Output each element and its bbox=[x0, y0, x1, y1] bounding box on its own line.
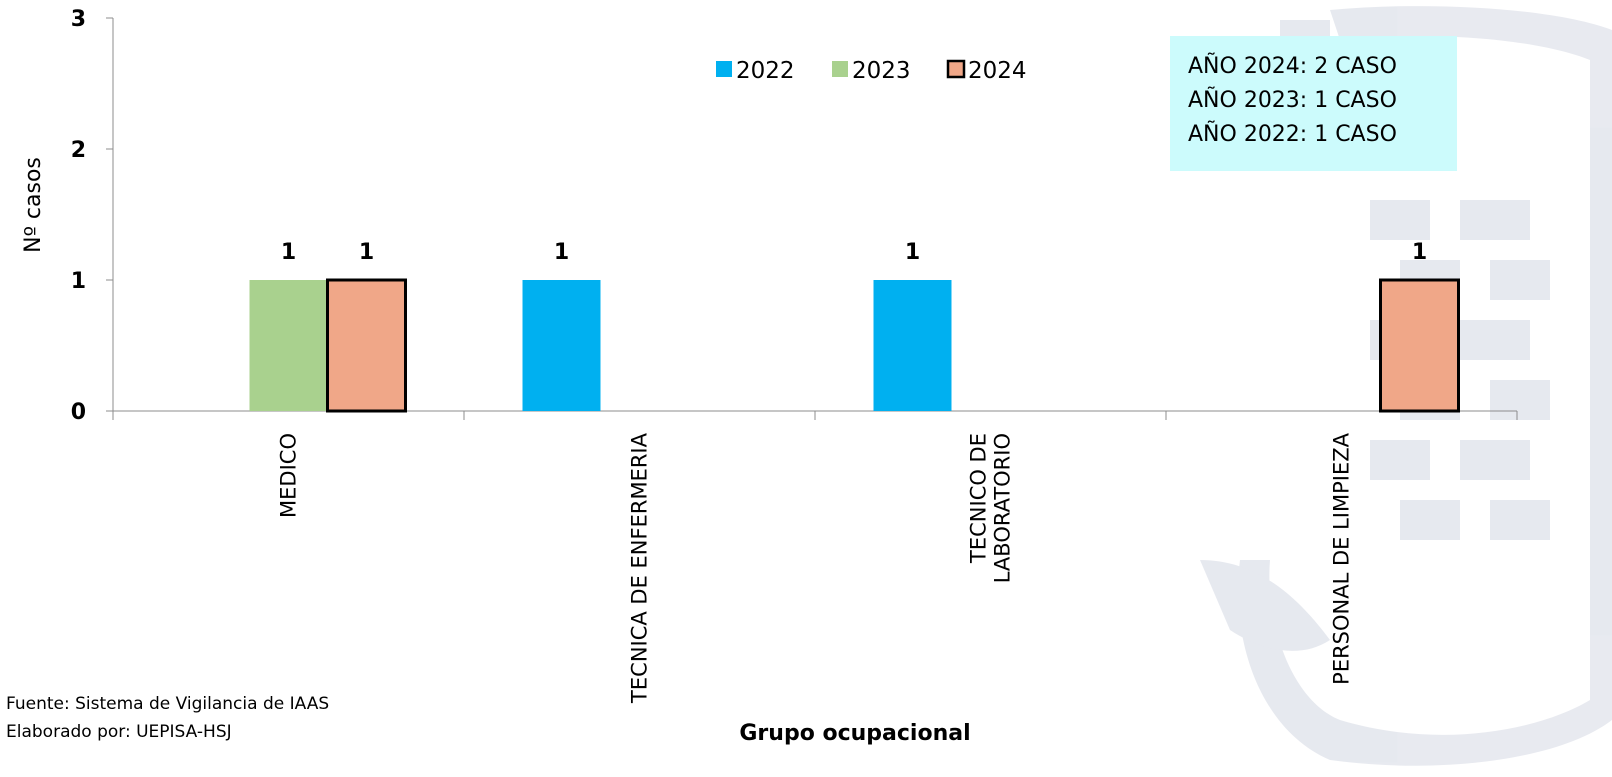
data-label: 1 bbox=[359, 240, 374, 265]
y-axis-title: Nº casos bbox=[21, 157, 46, 253]
axes: 0 1 2 3 Nº casos Grupo ocupacional bbox=[21, 7, 1518, 746]
x-tick-label: MEDICO bbox=[277, 433, 301, 518]
data-label: 1 bbox=[281, 240, 296, 265]
annotation-box: AÑO 2024: 2 CASO AÑO 2023: 1 CASO AÑO 20… bbox=[1170, 36, 1457, 171]
bars bbox=[249, 278, 1460, 413]
y-tick-label: 0 bbox=[71, 400, 86, 425]
bar-2022 bbox=[873, 280, 952, 411]
x-tick-label: TECNICO DE bbox=[967, 433, 991, 564]
annotation-line: AÑO 2024: 2 CASO bbox=[1188, 54, 1397, 79]
source-text: Fuente: Sistema de Vigilancia de IAAS bbox=[6, 694, 330, 714]
bar-2024 bbox=[1379, 278, 1460, 413]
x-tick-label: TECNICA DE ENFERMERIA bbox=[628, 432, 652, 704]
annotation-line: AÑO 2023: 1 CASO bbox=[1188, 88, 1397, 113]
bar-2023 bbox=[249, 280, 328, 411]
legend-swatch bbox=[716, 61, 732, 77]
y-tick-label: 2 bbox=[71, 138, 86, 163]
y-tick-label: 3 bbox=[71, 7, 86, 32]
source-note: Fuente: Sistema de Vigilancia de IAAS El… bbox=[6, 690, 329, 746]
bar-2024 bbox=[326, 278, 407, 413]
data-label: 1 bbox=[554, 240, 569, 265]
y-tick-label: 1 bbox=[71, 269, 86, 294]
x-axis-title: Grupo ocupacional bbox=[739, 721, 970, 746]
annotation-line: AÑO 2022: 1 CASO bbox=[1188, 122, 1397, 147]
labels: 1 1 MEDICO 1 TECNICA DE ENFERMERIA 1 TECNICO D… bbox=[277, 240, 1428, 704]
legend-label: 2023 bbox=[852, 58, 911, 84]
x-tick-label: PERSONAL DE LIMPIEZA bbox=[1330, 432, 1354, 684]
bar-2022 bbox=[522, 280, 601, 411]
legend-swatch bbox=[832, 61, 848, 77]
legend: 2022 2023 2024 bbox=[716, 58, 1027, 84]
legend-label: 2022 bbox=[736, 58, 795, 84]
legend-swatch bbox=[946, 59, 966, 79]
author-text: Elaborado por: UEPISA-HSJ bbox=[6, 722, 232, 742]
legend-label: 2024 bbox=[968, 58, 1027, 84]
data-label: 1 bbox=[905, 240, 920, 265]
x-tick-label: LABORATORIO bbox=[991, 433, 1015, 583]
data-label: 1 bbox=[1412, 240, 1427, 265]
